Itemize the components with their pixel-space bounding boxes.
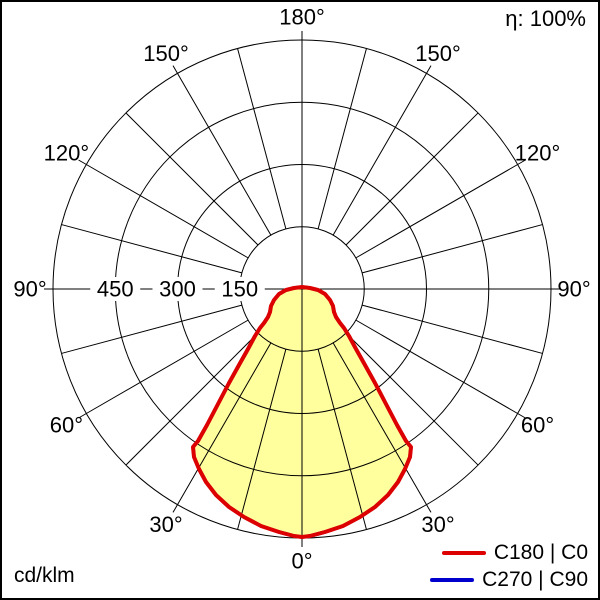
angle-tick (172, 504, 178, 513)
grid-spoke (237, 348, 287, 530)
c0-plane-line-swatch (441, 551, 486, 555)
angle-tick (78, 413, 87, 419)
ring-label-mask (214, 277, 265, 301)
grid-spoke (237, 48, 287, 230)
grid-spoke (125, 112, 259, 246)
angle-label-60-right: 60° (521, 413, 554, 438)
angle-label-120-right: 120° (515, 141, 561, 166)
ring-value-label: 150 (221, 277, 258, 302)
angle-tick (517, 413, 526, 419)
grid-spoke (355, 319, 518, 414)
angle-label-150-right: 150° (415, 41, 461, 66)
legend: C180 | C0 C270 | C90 (430, 541, 588, 592)
grid-spoke (86, 164, 249, 259)
grid-spoke (332, 342, 427, 505)
angle-label-150-left: 150° (143, 41, 189, 66)
angle-label-60-left: 60° (50, 413, 83, 438)
intensity-curve-c0 (191, 285, 413, 539)
ring-value-label: 300 (159, 277, 196, 302)
angle-tick (78, 159, 87, 165)
angle-label-180-top: 180° (279, 5, 325, 30)
angle-tick (426, 65, 432, 74)
ring-label-mask (90, 277, 141, 301)
grid-spoke (125, 332, 259, 466)
grid-spoke (86, 319, 249, 414)
grid-spoke (177, 342, 272, 505)
grid-spoke (61, 224, 243, 274)
angle-tick (172, 65, 178, 74)
legend-label-c90: C270 | C90 (482, 568, 588, 591)
grid-spoke (361, 224, 543, 274)
angle-label-0-bottom: 0° (291, 549, 312, 574)
angle-label-30-right: 30° (421, 512, 454, 537)
grid-spoke (177, 73, 272, 236)
grid-spoke (317, 348, 367, 530)
angle-tick (517, 159, 526, 165)
angle-tick (426, 504, 432, 513)
ring-label-mask (152, 277, 203, 301)
legend-label-c0: C180 | C0 (493, 541, 588, 564)
angle-label-90-right: 90° (557, 277, 590, 302)
grid-spoke (361, 304, 543, 354)
angle-label-30-left: 30° (149, 512, 182, 537)
legend-item-c0: C180 | C0 (441, 541, 588, 565)
legend-item-c90: C270 | C90 (430, 568, 588, 592)
grid-spoke (345, 112, 479, 246)
grid-spoke (317, 48, 367, 230)
unit-label: cd/klm (14, 564, 75, 587)
grid-spoke (345, 332, 479, 466)
grid-spoke (61, 304, 243, 354)
angle-label-90-left: 90° (13, 277, 46, 302)
angle-label-120-left: 120° (44, 141, 90, 166)
ring-value-label: 450 (97, 277, 134, 302)
c90-plane-line-swatch (430, 578, 475, 582)
grid-spoke (332, 73, 427, 236)
grid-spoke (355, 164, 518, 259)
light-output-ratio: η: 100% (505, 6, 586, 31)
